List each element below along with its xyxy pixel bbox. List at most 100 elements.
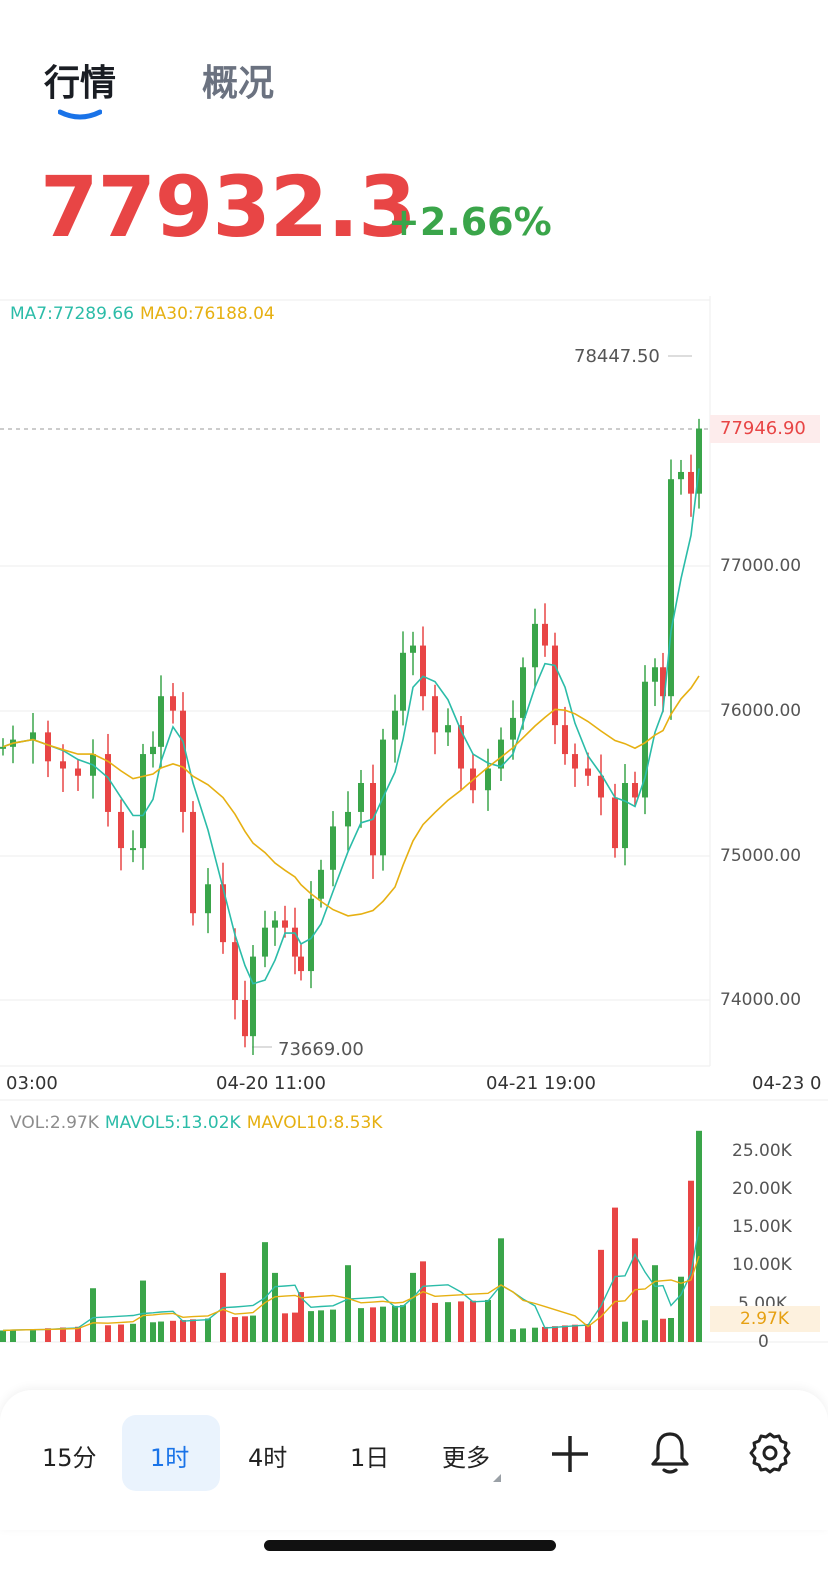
volume-bar — [520, 1328, 526, 1342]
candlesticks — [0, 418, 702, 1055]
candle-body — [140, 754, 146, 849]
volume-bar — [140, 1280, 146, 1342]
volume-axis-label: 10.00K — [732, 1255, 792, 1275]
volume-bar — [242, 1316, 248, 1342]
candle-body — [220, 884, 226, 943]
time-axis-label: 03:00 — [6, 1073, 58, 1094]
volume-bar — [170, 1320, 176, 1342]
candle-body — [485, 768, 491, 791]
volume-bar — [60, 1327, 66, 1342]
volume-bar — [118, 1324, 124, 1342]
volume-axis-label: 0 — [758, 1332, 769, 1352]
candle-body — [392, 710, 398, 740]
current-price-tag: 77946.90 — [710, 415, 820, 443]
candle-body — [242, 1000, 248, 1037]
candle-body — [170, 696, 176, 711]
candle-body — [75, 768, 81, 776]
period-1d-button[interactable]: 1日 — [350, 1444, 390, 1472]
time-axis-label: 04-20 11:00 — [216, 1073, 326, 1094]
period-1h-button[interactable]: 1时 — [150, 1444, 190, 1472]
volume-bar — [232, 1317, 238, 1342]
volume-bar — [532, 1327, 538, 1342]
ma30-line — [2, 675, 700, 917]
tab-active-indicator — [58, 109, 102, 120]
volume-bar — [318, 1310, 324, 1342]
period-15m-button[interactable]: 15分 — [42, 1444, 97, 1472]
tab-market[interactable]: 行情 — [44, 63, 117, 104]
volume-bar — [105, 1325, 111, 1342]
chart-grid — [0, 296, 828, 1343]
volume-bar — [150, 1322, 156, 1342]
volume-bar — [585, 1323, 591, 1342]
candle-body — [358, 783, 364, 812]
volume-bar — [498, 1238, 504, 1342]
candle-body — [660, 667, 666, 697]
selected-period-highlight — [122, 1415, 220, 1491]
vol-value: VOL:2.97K — [10, 1113, 99, 1133]
time-axis-label: 04-23 0 — [752, 1073, 822, 1094]
volume-bar — [75, 1326, 81, 1342]
candle-body — [498, 739, 504, 769]
volume-bar — [552, 1326, 558, 1342]
candle-body — [598, 775, 604, 798]
volume-bar — [308, 1311, 314, 1342]
volume-bar — [420, 1261, 426, 1342]
candle-body — [250, 956, 256, 1037]
tab-overview[interactable]: 概况 — [202, 63, 275, 104]
volume-bar — [272, 1272, 278, 1342]
mavol10-line — [2, 1255, 700, 1332]
candle-body — [205, 884, 211, 914]
ma30-value: MA30:76188.04 — [139, 304, 275, 324]
candle-body — [612, 797, 618, 849]
volume-bar — [158, 1321, 164, 1342]
price-axis-label: 74000.00 — [720, 990, 802, 1010]
candle-body — [542, 623, 548, 646]
candle-body — [150, 746, 156, 755]
header-tabs: 行情 概况 — [0, 50, 828, 130]
candle-body — [345, 811, 351, 827]
candle-body — [282, 920, 288, 928]
home-indicator — [264, 1540, 556, 1551]
candle-body — [190, 811, 196, 914]
candle-body — [420, 645, 426, 697]
moving-average-lines — [2, 468, 700, 985]
volume-ma-lines — [2, 1226, 700, 1332]
volume-bar — [380, 1306, 386, 1342]
volume-bar — [678, 1276, 684, 1342]
volume-bar — [400, 1305, 406, 1342]
volume-bar — [282, 1313, 288, 1342]
candle-body — [668, 479, 674, 697]
candle-body — [562, 725, 568, 755]
candle-body — [308, 898, 314, 972]
kline-chart[interactable] — [0, 296, 828, 1356]
current-volume-tag: 2.97K — [710, 1306, 820, 1332]
volume-bar — [10, 1329, 16, 1342]
candle-body — [232, 942, 238, 1000]
volume-bar — [358, 1308, 364, 1342]
period-4h-button[interactable]: 4时 — [248, 1444, 288, 1472]
volume-bar — [458, 1301, 464, 1342]
volume-bar — [445, 1302, 451, 1342]
candle-body — [0, 746, 6, 749]
volume-bar — [622, 1321, 628, 1342]
candle-body — [60, 761, 66, 769]
volume-bar — [660, 1318, 666, 1342]
volume-bar — [130, 1323, 136, 1342]
last-price: 77932.3 — [40, 158, 417, 256]
volume-bar — [370, 1307, 376, 1342]
period-more-button[interactable]: 更多 — [442, 1444, 490, 1472]
volume-bar — [642, 1320, 648, 1342]
volume-bar — [612, 1207, 618, 1342]
bell-icon[interactable] — [650, 1430, 690, 1476]
settings-gear-icon[interactable] — [748, 1431, 792, 1475]
candle-body — [445, 725, 451, 733]
candle-body — [678, 471, 684, 480]
ma7-line — [2, 468, 700, 985]
mavol5-line — [2, 1226, 700, 1332]
volume-bar — [0, 1330, 6, 1342]
time-axis-label: 04-21 19:00 — [486, 1073, 596, 1094]
add-indicator-icon[interactable] — [550, 1434, 590, 1474]
volume-bar — [30, 1328, 36, 1342]
candle-body — [510, 717, 516, 740]
volume-bar — [542, 1326, 548, 1342]
